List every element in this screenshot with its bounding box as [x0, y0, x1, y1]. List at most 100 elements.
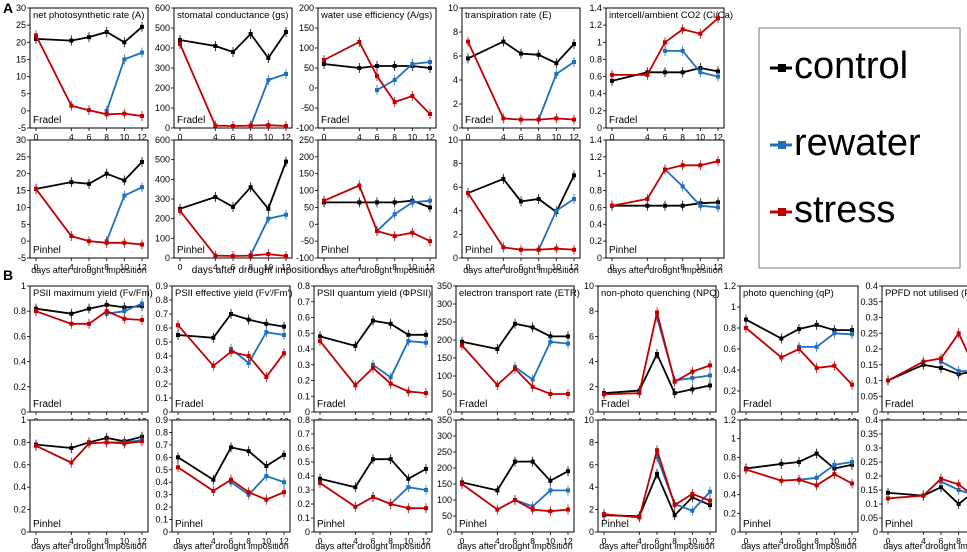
data-point-control: [672, 513, 677, 518]
y-tick-label: 10: [448, 3, 458, 13]
y-tick-label: 0.4: [723, 365, 736, 375]
y-tick-label: 0.6: [589, 202, 602, 212]
data-point-stress: [178, 42, 182, 46]
data-point-stress: [572, 247, 576, 252]
y-tick-label: 0.7: [297, 429, 310, 439]
series-line-control: [461, 460, 569, 492]
data-point-rewater: [655, 315, 659, 320]
data-point-control: [572, 173, 576, 178]
series-line-control: [179, 161, 287, 211]
y-tick-label: 6: [589, 460, 594, 470]
x-tick-label: 4: [213, 262, 218, 272]
data-point-stress: [104, 240, 109, 245]
x-tick-label: 4: [69, 132, 74, 142]
y-tick-label: 4: [589, 482, 594, 492]
x-tick-label: 0: [34, 132, 39, 142]
data-point-control: [353, 343, 358, 348]
series-line-stress: [319, 482, 426, 510]
series-line-control: [35, 435, 143, 449]
data-point-rewater: [284, 212, 288, 217]
data-point-stress: [140, 242, 144, 247]
data-point-control: [211, 477, 216, 482]
y-tick-label: -50: [301, 103, 314, 113]
cultivar-label: Fradel: [33, 399, 61, 410]
y-tick-label: 0.3: [297, 485, 310, 495]
data-point-control: [495, 488, 500, 493]
series-line-control: [467, 175, 575, 214]
cultivar-label: Pinhel: [321, 245, 349, 256]
data-point-control: [466, 56, 470, 61]
data-point-stress: [663, 167, 667, 172]
data-point-rewater: [680, 48, 685, 53]
data-point-control: [716, 200, 720, 205]
panel-title: net photosynthetic rate (A): [33, 10, 144, 21]
data-point-stress: [229, 349, 233, 354]
data-point-control: [655, 471, 659, 476]
y-tick-label: -5: [18, 123, 26, 133]
data-point-control: [392, 200, 397, 205]
y-tick-label: 0.9: [155, 415, 168, 425]
data-point-rewater: [530, 377, 535, 382]
x-tick-label: 6: [663, 262, 668, 272]
data-point-control: [357, 200, 362, 205]
panel-title: PSII maximum yield (Fv/Fm): [33, 288, 153, 299]
data-point-stress: [392, 100, 397, 104]
panel-title: PSII quantum yield (ΦPSII): [317, 288, 431, 299]
y-tick-label: 150: [299, 169, 314, 179]
data-point-control: [645, 203, 650, 208]
y-tick-label: 0.8: [155, 427, 168, 437]
data-point-rewater: [850, 460, 854, 464]
y-tick-label: 15: [16, 186, 26, 196]
legend-item-stress: stress: [770, 189, 895, 231]
data-point-stress: [122, 441, 127, 446]
cultivar-label: Fradel: [609, 115, 637, 126]
data-point-rewater: [850, 332, 854, 337]
data-point-stress: [284, 254, 288, 259]
data-point-control: [566, 469, 570, 474]
data-point-control: [501, 39, 506, 44]
series-line-stress: [319, 340, 427, 394]
x-tick-label: 10: [696, 132, 706, 142]
plot-frame: [605, 139, 725, 259]
series-line-rewater: [798, 461, 853, 481]
y-tick-label: 2: [453, 99, 458, 109]
data-point-stress: [501, 116, 506, 121]
data-point-rewater: [406, 485, 411, 490]
data-point-stress: [513, 366, 517, 371]
series-line-control: [35, 303, 143, 315]
section-label-a: A: [3, 0, 13, 16]
data-point-rewater: [548, 488, 553, 493]
y-tick-label: 0: [163, 527, 168, 537]
data-point-control: [779, 461, 784, 466]
data-point-rewater: [956, 488, 961, 492]
data-point-control: [284, 30, 288, 34]
y-tick-label: 0: [597, 253, 602, 263]
y-tick-label: 200: [155, 83, 170, 93]
x-tick-label: 6: [375, 132, 380, 142]
y-tick-label: 200: [299, 3, 314, 13]
data-point-rewater: [716, 205, 720, 210]
y-tick-label: 350: [437, 281, 452, 291]
series-line-stress: [467, 41, 575, 121]
data-point-stress: [264, 497, 269, 502]
chart-panel: -100 -50 0 50 100 150 200 0 4 6 8 10 12 water use eff…: [296, 3, 437, 142]
x-tick-label: 10: [552, 262, 562, 272]
y-tick-label: 0.2: [865, 344, 878, 354]
x-tick-label: 4: [69, 262, 74, 272]
data-point-stress: [246, 354, 251, 358]
data-point-control: [956, 502, 961, 506]
x-tick-label: 10: [546, 536, 556, 546]
series-line-control: [35, 26, 143, 44]
data-point-rewater: [122, 57, 127, 62]
data-point-stress: [34, 186, 38, 191]
data-point-control: [266, 206, 271, 211]
data-point-stress: [832, 472, 837, 477]
x-tick-label: 12: [569, 132, 579, 142]
x-axis-label: days after drought imposition: [607, 265, 723, 275]
x-tick-label: 12: [421, 536, 431, 546]
x-tick-label: 6: [87, 262, 92, 272]
data-point-rewater: [375, 88, 379, 92]
data-point-stress: [122, 316, 127, 321]
y-tick-label: 1: [731, 434, 736, 444]
